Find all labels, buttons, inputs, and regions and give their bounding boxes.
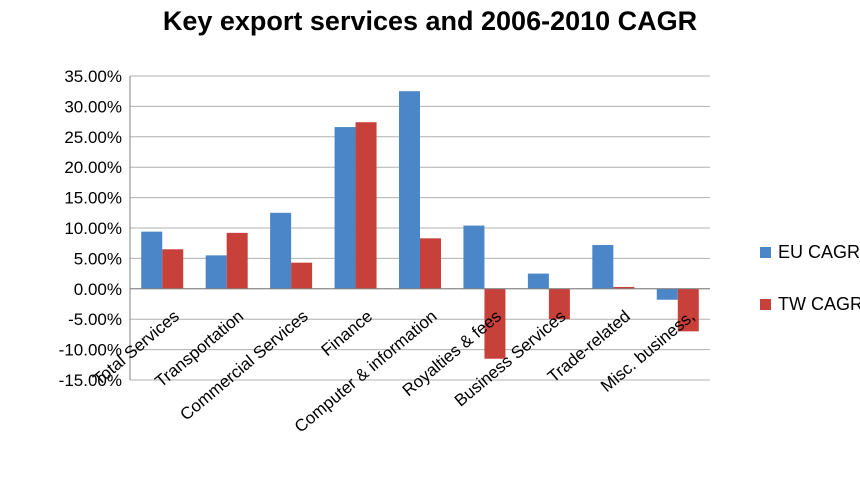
y-tick-label: -5.00% bbox=[68, 310, 122, 329]
legend-label: TW CAGR bbox=[778, 294, 860, 314]
legend-swatch bbox=[760, 247, 771, 258]
bar-eu-5 bbox=[463, 225, 485, 289]
bar-tw-5 bbox=[484, 288, 506, 359]
bar-eu-6 bbox=[527, 273, 549, 289]
y-tick-label: 35.00% bbox=[64, 67, 122, 86]
y-tick-label: 20.00% bbox=[64, 158, 122, 177]
category-label: Commercial Services bbox=[176, 307, 311, 425]
bar-tw-2 bbox=[291, 262, 313, 289]
y-tick-label: 30.00% bbox=[64, 97, 122, 116]
bar-eu-2 bbox=[270, 212, 292, 289]
chart-title: Key export services and 2006-2010 CAGR bbox=[162, 6, 698, 36]
bar-tw-4 bbox=[420, 238, 441, 289]
y-tick-label: 25.00% bbox=[64, 128, 122, 147]
y-tick-label: -10.00% bbox=[59, 341, 122, 360]
bar-eu-0 bbox=[141, 231, 163, 289]
bar-tw-1 bbox=[226, 232, 248, 289]
bar-tw-3 bbox=[355, 122, 377, 289]
y-tick-label: 15.00% bbox=[64, 189, 122, 208]
y-tick-labels: 35.00% 30.00% 25.00% 20.00% 15.00% 10.00% 5.00… bbox=[59, 67, 122, 390]
bar-eu-1 bbox=[205, 255, 227, 289]
y-tick-label: 0.00% bbox=[74, 280, 122, 299]
bar-tw-6 bbox=[548, 288, 570, 320]
category-label: Finance bbox=[318, 307, 377, 360]
bar-eu-7 bbox=[592, 245, 614, 289]
bar-tw-0 bbox=[162, 249, 184, 289]
axes bbox=[129, 76, 710, 380]
legend-swatch bbox=[760, 299, 771, 310]
legend: EU CAGR TW CAGR bbox=[760, 242, 860, 314]
y-tick-label: 5.00% bbox=[74, 249, 122, 268]
bar-eu-4 bbox=[399, 91, 420, 289]
legend-label: EU CAGR bbox=[778, 242, 860, 262]
bar-tw-8 bbox=[677, 288, 699, 332]
y-tick-label: -15.00% bbox=[59, 371, 122, 390]
bar-tw-7 bbox=[613, 286, 635, 289]
bar-eu-8 bbox=[656, 288, 678, 300]
y-tick-label: 10.00% bbox=[64, 219, 122, 238]
bars bbox=[141, 91, 699, 359]
category-label: Business Services bbox=[451, 307, 570, 411]
bar-eu-3 bbox=[334, 127, 356, 289]
